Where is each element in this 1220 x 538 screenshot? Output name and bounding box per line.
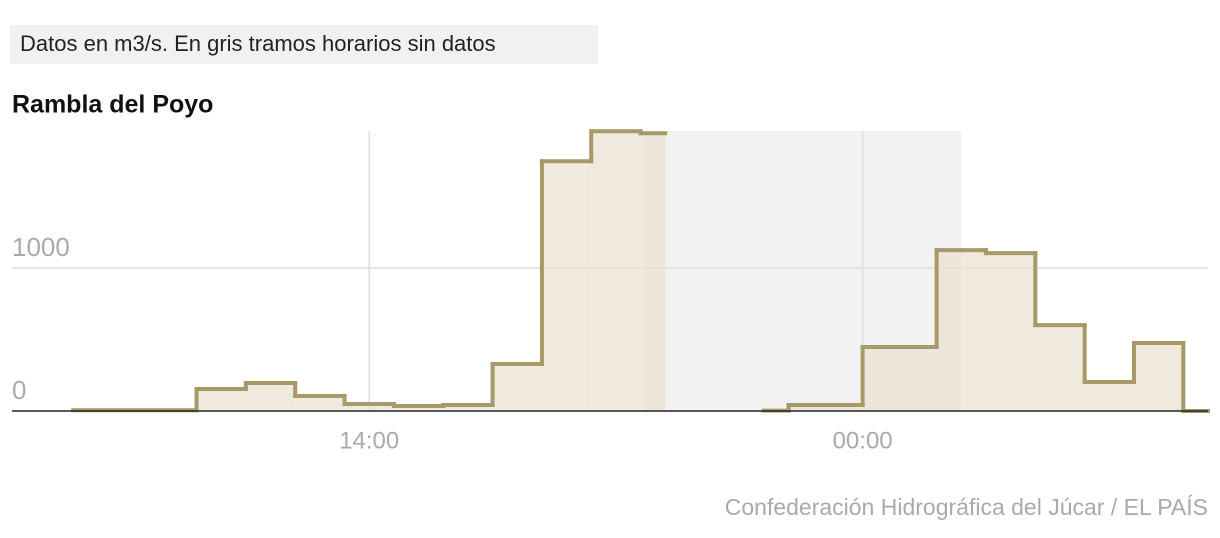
y-tick-label: 0 [12, 375, 26, 405]
step-area [295, 396, 345, 411]
step-area [1035, 325, 1085, 411]
step-area [985, 253, 1036, 411]
step-area [788, 405, 863, 411]
chart-title: Rambla del Poyo [12, 91, 213, 119]
step-area [443, 405, 493, 411]
step-area [196, 389, 246, 411]
step-area [640, 133, 666, 412]
step-area [936, 250, 986, 411]
x-tick-label: 00:00 [833, 427, 893, 454]
step-area [541, 161, 592, 411]
step-area [1133, 343, 1184, 411]
step-area [492, 364, 542, 411]
y-tick-label: 1000 [12, 232, 70, 262]
note-box [10, 25, 598, 64]
step-area [393, 406, 444, 411]
step-area [1084, 382, 1134, 411]
source: Confederación Hidrográfica del Júcar / E… [725, 494, 1208, 520]
step-area [344, 404, 394, 411]
x-tick-label: 14:00 [339, 427, 399, 454]
note: Datos en m3/s. En gris tramos horarios s… [20, 31, 496, 56]
step-area [591, 131, 641, 412]
step-area [862, 347, 937, 411]
step-area [245, 383, 296, 411]
